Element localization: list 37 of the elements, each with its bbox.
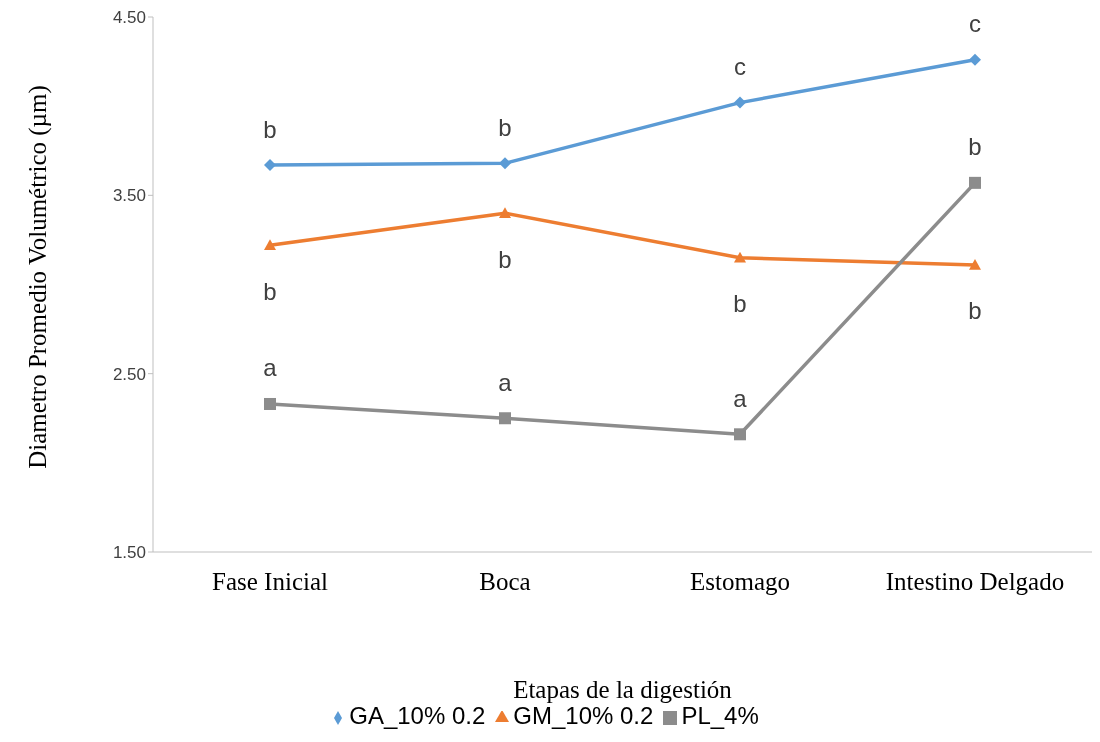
point bbox=[264, 239, 276, 251]
annotation: b bbox=[968, 297, 982, 325]
point bbox=[499, 207, 511, 218]
y-axis-title: Diametro Promedio Volumétrico (µm) bbox=[23, 84, 52, 471]
point bbox=[734, 251, 746, 263]
annotation: b bbox=[733, 290, 747, 318]
annotation: b bbox=[498, 113, 512, 141]
point bbox=[264, 159, 276, 172]
point bbox=[264, 397, 276, 410]
point bbox=[499, 412, 511, 425]
point bbox=[499, 157, 511, 170]
annotation: b bbox=[263, 115, 277, 143]
legend-label: PL_4% bbox=[681, 702, 759, 729]
x-tick-label: Fase Inicial bbox=[212, 567, 329, 595]
point bbox=[734, 428, 746, 441]
x-axis-title: Etapas de la digestión bbox=[513, 676, 733, 703]
annotation: b bbox=[498, 245, 512, 273]
annotation: a bbox=[263, 354, 278, 382]
annotation: a bbox=[498, 368, 513, 396]
legend-label: GA_10% 0.2 bbox=[349, 702, 486, 729]
y-tick-label: 2.50 bbox=[112, 364, 146, 384]
x-tick-label: Estomago bbox=[690, 567, 790, 595]
point bbox=[734, 96, 746, 109]
y-tick-label: 3.50 bbox=[112, 186, 146, 206]
point bbox=[969, 53, 981, 66]
annotation: c bbox=[734, 53, 746, 81]
annotation: c bbox=[969, 10, 981, 38]
annotation: b bbox=[263, 277, 277, 305]
annotation: a bbox=[733, 384, 748, 412]
point bbox=[969, 176, 981, 189]
y-tick-label: 4.50 bbox=[112, 8, 146, 28]
x-tick-label: Intestino Delgado bbox=[885, 567, 1065, 595]
legend-label: GM_10% 0.2 bbox=[513, 702, 654, 729]
x-tick-label: Boca bbox=[479, 567, 531, 595]
y-tick-label: 1.50 bbox=[112, 543, 146, 563]
annotation: b bbox=[968, 133, 982, 161]
point bbox=[969, 258, 981, 270]
